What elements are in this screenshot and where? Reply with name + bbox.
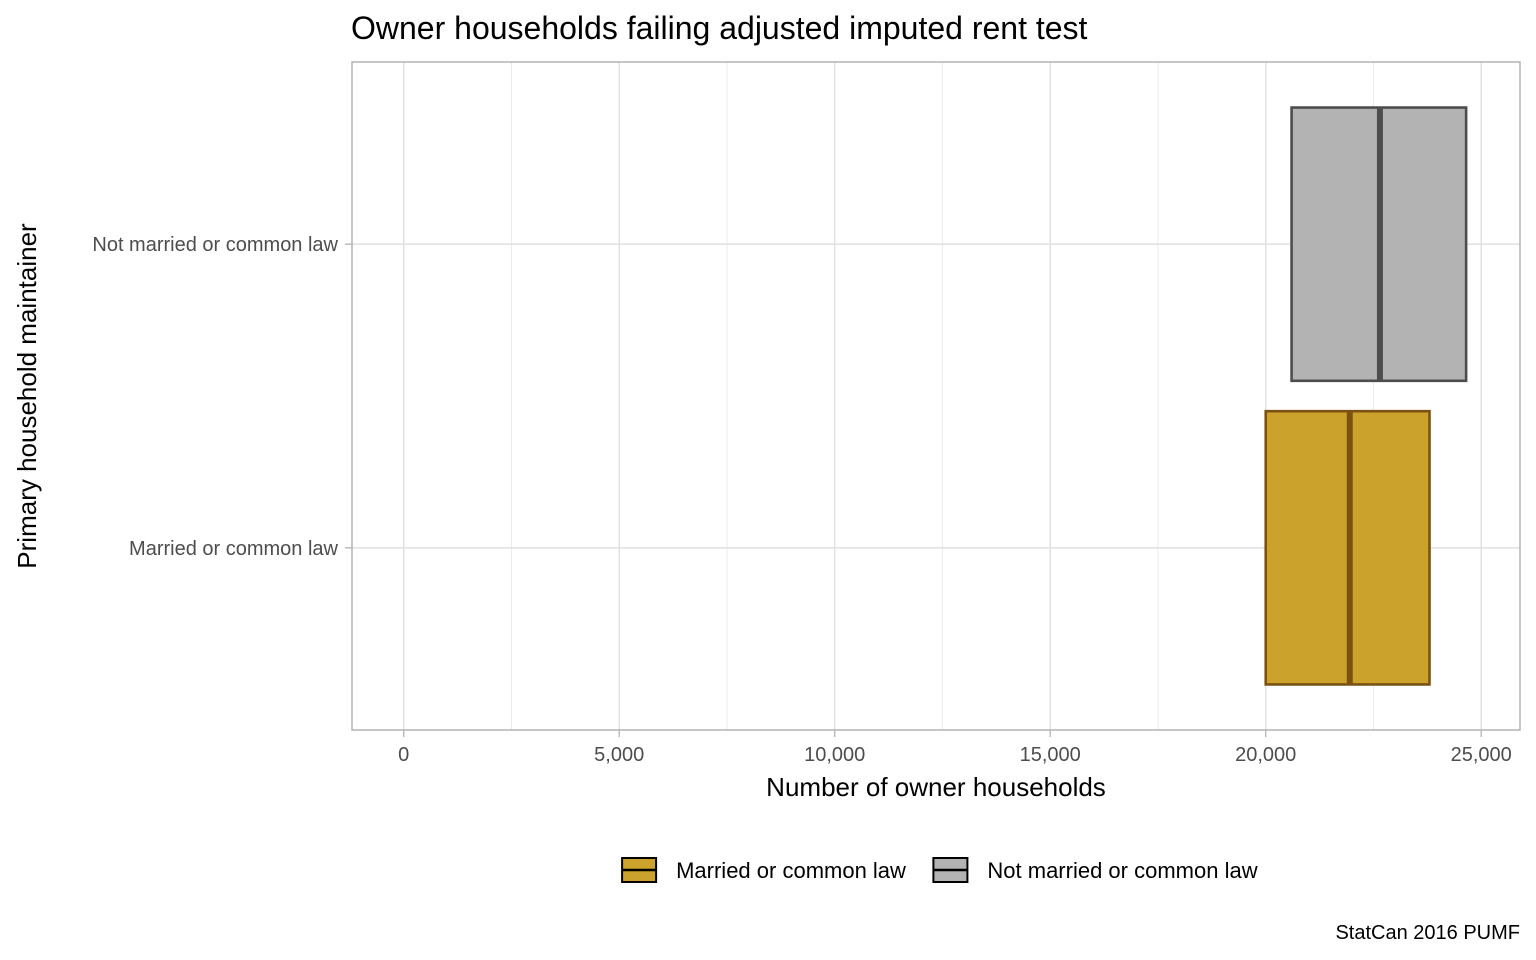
legend-label: Not married or common law: [987, 858, 1257, 883]
x-tick-label: 25,000: [1451, 744, 1512, 766]
x-tick-label: 0: [398, 744, 409, 766]
bars-layer: [1264, 106, 1468, 686]
x-tick-label: 20,000: [1235, 744, 1296, 766]
chart-caption: StatCan 2016 PUMF: [1335, 922, 1520, 944]
legend: Married or common law Not married or comm…: [621, 857, 1258, 883]
chart-title: Owner households failing adjusted impute…: [351, 10, 1088, 46]
y-tick-label: Married or common law: [129, 538, 339, 560]
x-tick-label: 5,000: [594, 744, 644, 766]
x-axis-title: Number of owner households: [766, 772, 1106, 802]
y-axis-title: Primary household maintainer: [12, 223, 42, 569]
y-axis-ticks: Married or common law Not married or comm…: [92, 234, 352, 560]
x-axis-ticks: 0 5,000 10,000 15,000 20,000 25,000: [398, 730, 1512, 766]
y-tick-label: Not married or common law: [92, 234, 338, 256]
plot-border: [351, 61, 1521, 731]
x-tick-label: 15,000: [1020, 744, 1081, 766]
x-tick-label: 10,000: [804, 744, 865, 766]
legend-label: Married or common law: [676, 858, 906, 883]
